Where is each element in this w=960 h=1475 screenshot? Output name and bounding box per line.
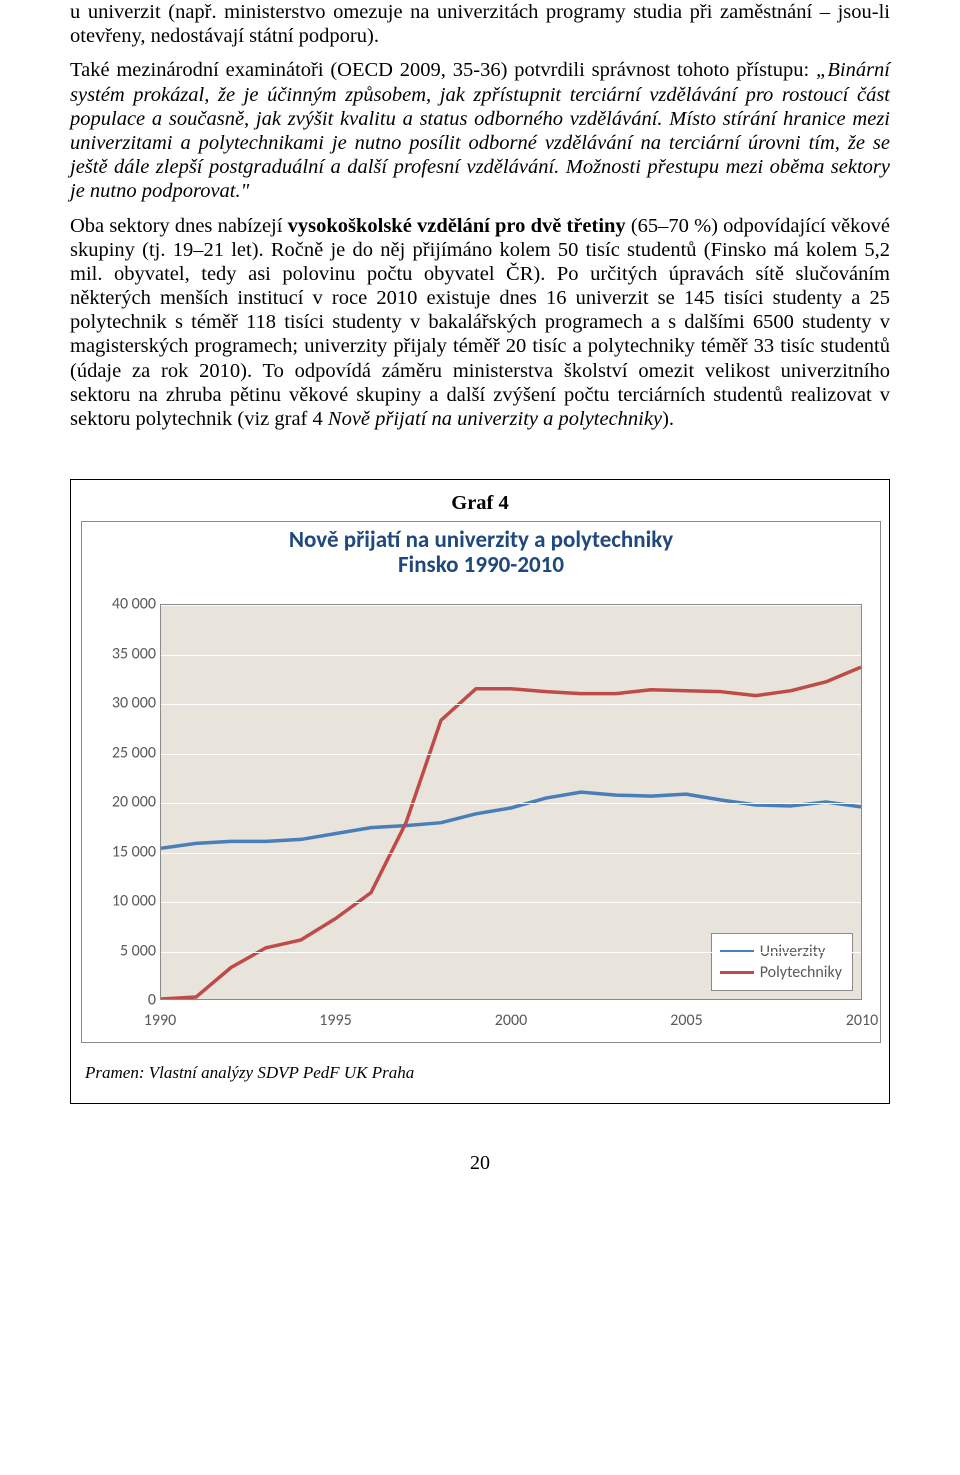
p3-italic: Nově přijatí na univerzity a polytechnik… [328, 408, 662, 430]
legend-swatch-polytechniky [720, 971, 754, 974]
chart-container: Graf 4 Nově přijatí na univerzity a poly… [70, 479, 890, 1104]
y-tick-label: 0 [148, 991, 156, 1010]
chart-title-line1: Nově přijatí na univerzity a polytechnik… [82, 528, 880, 553]
p3-bold: vysokoškolské vzdělání pro dvě třetiny [288, 215, 626, 237]
paragraph-3: Oba sektory dnes nabízejí vysokoškolské … [70, 214, 890, 432]
y-tick-label: 20 000 [112, 793, 156, 812]
y-tick-label: 40 000 [112, 595, 156, 614]
y-tick-label: 25 000 [112, 743, 156, 762]
x-tick-label: 1990 [144, 1011, 176, 1030]
y-tick-label: 15 000 [112, 842, 156, 861]
x-tick-label: 2010 [846, 1011, 878, 1030]
p2-lead: Také mezinárodní examinátoři (OECD 2009,… [70, 59, 816, 81]
y-tick-label: 5 000 [120, 941, 156, 960]
plot-area: Univerzity Polytechniky [160, 604, 862, 1000]
chart-source: Pramen: Vlastní analýzy SDVP PedF UK Pra… [85, 1063, 879, 1083]
chart-panel: Nově přijatí na univerzity a polytechnik… [81, 521, 881, 1043]
legend-row-polytechniky: Polytechniky [720, 963, 842, 982]
p3-e: ). [662, 408, 674, 430]
y-tick-label: 35 000 [112, 644, 156, 663]
chart-box-label: Graf 4 [81, 492, 879, 515]
chart-title-line2: Finsko 1990-2010 [82, 553, 880, 578]
x-tick-label: 2000 [495, 1011, 527, 1030]
paragraph-2: Také mezinárodní examinátoři (OECD 2009,… [70, 58, 890, 203]
x-tick-label: 2005 [670, 1011, 702, 1030]
y-tick-label: 30 000 [112, 694, 156, 713]
chart-title: Nově přijatí na univerzity a polytechnik… [82, 528, 880, 579]
x-tick-label: 1995 [319, 1011, 351, 1030]
p3-c: (65–70 %) odpovídající věkové skupiny (t… [70, 215, 890, 431]
p3-a: Oba sektory dnes nabízejí [70, 215, 288, 237]
y-tick-label: 10 000 [112, 892, 156, 911]
legend-label-polytechniky: Polytechniky [760, 963, 842, 982]
paragraph-1: u univerzit (např. ministerstvo omezuje … [70, 0, 890, 48]
page-number: 20 [70, 1152, 890, 1175]
legend: Univerzity Polytechniky [711, 933, 853, 991]
